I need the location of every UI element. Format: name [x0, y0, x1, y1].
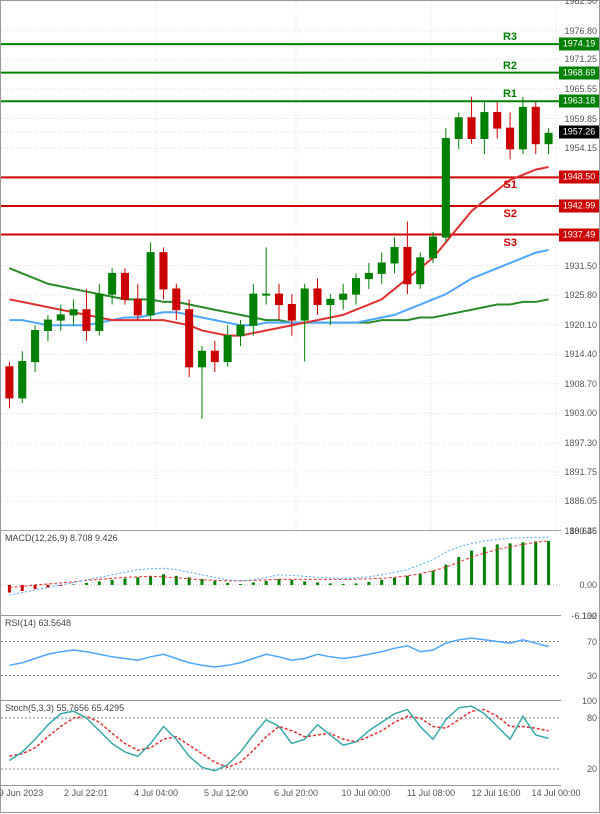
chart-container: R3R2R1S1S2S3 1880.351886.051891.751897.3… [0, 0, 600, 813]
stoch-label: Stoch(5,3,3) 55.7656 65.4295 [5, 703, 124, 713]
rsi-label: RSI(14) 63.5648 [5, 618, 71, 628]
price-panel[interactable]: R3R2R1S1S2S3 [1, 1, 561, 531]
macd-panel[interactable]: MACD(12,26,9) 8.708 9.426 [1, 531, 561, 616]
yaxis-stoch: 2080100 [559, 701, 599, 786]
yaxis-rsi: 3070100 [559, 616, 599, 701]
xaxis: 9 Jun 20232 Jul 22:014 Jul 04:005 Jul 12… [1, 786, 561, 814]
stoch-panel[interactable]: Stoch(5,3,3) 55.7656 65.4295 [1, 701, 561, 786]
yaxis-macd: -6.1320.0010.646 [559, 531, 599, 616]
rsi-panel[interactable]: RSI(14) 63.5648 [1, 616, 561, 701]
macd-label: MACD(12,26,9) 8.708 9.426 [5, 533, 118, 543]
yaxis-price: 1880.351886.051891.751897.301903.001908.… [559, 1, 599, 531]
